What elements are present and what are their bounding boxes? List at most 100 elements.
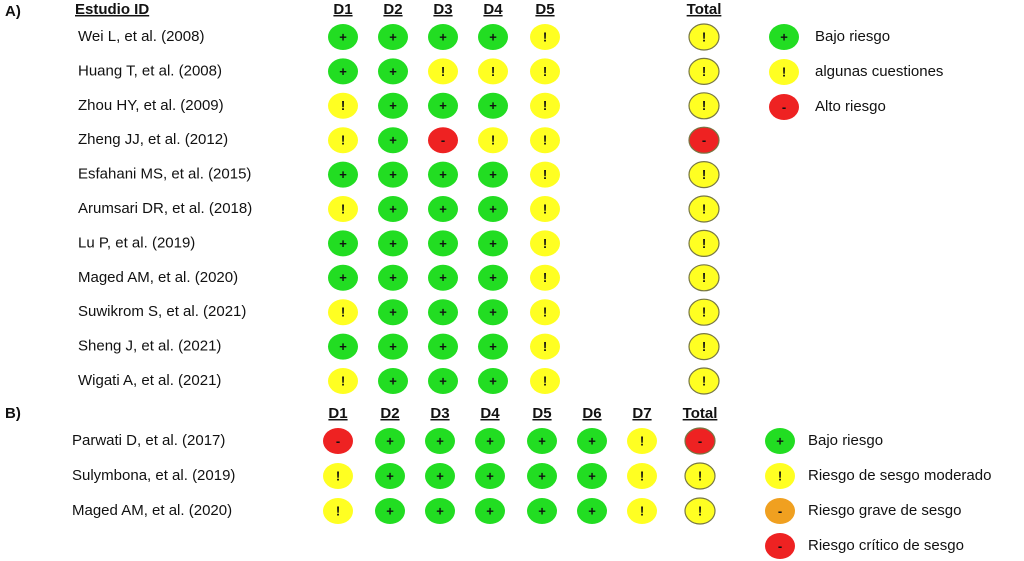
rating-symbol: + xyxy=(339,339,347,354)
rating-symbol: ! xyxy=(341,373,345,388)
rating xyxy=(428,264,458,291)
legend-marker-symbol: + xyxy=(780,29,788,44)
rating-symbol: + xyxy=(439,236,447,251)
rating xyxy=(378,58,408,85)
legend-label: Alto riesgo xyxy=(815,98,886,115)
rating-symbol: + xyxy=(389,270,397,285)
rating-symbol: + xyxy=(386,503,394,518)
rating xyxy=(328,368,358,394)
rating xyxy=(375,498,405,524)
rating xyxy=(425,428,455,454)
rating xyxy=(478,230,508,257)
rating-symbol: - xyxy=(441,133,445,148)
rating xyxy=(478,24,508,50)
rating xyxy=(475,498,505,524)
rating-symbol: ! xyxy=(336,468,340,483)
rating-symbol: + xyxy=(588,468,596,483)
rating-symbol: ! xyxy=(543,64,547,79)
rating xyxy=(478,161,508,188)
rating xyxy=(527,428,557,454)
rating xyxy=(323,498,353,524)
rating xyxy=(375,428,405,454)
domain-header: D3 xyxy=(430,405,449,422)
domain-header: D3 xyxy=(433,1,452,18)
rating xyxy=(425,463,455,489)
rating-symbol: + xyxy=(439,201,447,216)
rating xyxy=(328,196,358,222)
domain-header: D2 xyxy=(383,1,402,18)
rating xyxy=(378,230,408,257)
rating xyxy=(378,127,408,154)
rating-symbol: ! xyxy=(341,201,345,216)
study-name: Maged AM, et al. (2020) xyxy=(72,502,232,519)
rating xyxy=(478,333,508,360)
rating-symbol: + xyxy=(489,339,497,354)
rating-symbol: + xyxy=(339,270,347,285)
rating-symbol: ! xyxy=(543,201,547,216)
panel-label: A) xyxy=(5,3,21,20)
rating-symbol: + xyxy=(489,201,497,216)
rating-symbol: + xyxy=(389,133,397,148)
rating xyxy=(428,368,458,394)
study-header: Estudio ID xyxy=(75,1,149,18)
rating xyxy=(328,161,358,188)
rating xyxy=(530,196,560,222)
total-rating-symbol: ! xyxy=(702,305,706,320)
legend-marker-symbol: ! xyxy=(782,64,786,79)
total-rating-symbol: ! xyxy=(702,64,706,79)
rating-symbol: ! xyxy=(543,339,547,354)
rating xyxy=(323,463,353,489)
total-rating-symbol: ! xyxy=(702,201,706,216)
domain-header: D6 xyxy=(582,405,601,422)
legend-marker xyxy=(769,24,799,50)
domain-header: D1 xyxy=(333,1,352,18)
rating-symbol: ! xyxy=(543,98,547,113)
total-header: Total xyxy=(687,1,722,18)
rating xyxy=(378,368,408,394)
rating xyxy=(530,230,560,257)
rating-symbol: ! xyxy=(336,503,340,518)
rating-symbol: + xyxy=(489,373,497,388)
rating-symbol: + xyxy=(439,373,447,388)
rating xyxy=(530,58,560,85)
rating-symbol: + xyxy=(389,29,397,44)
total-rating xyxy=(688,333,720,361)
rating xyxy=(627,428,657,454)
rating-symbol: + xyxy=(538,468,546,483)
rating-symbol: + xyxy=(389,64,397,79)
total-rating xyxy=(688,57,720,86)
rating xyxy=(375,463,405,489)
total-rating-symbol: ! xyxy=(698,503,702,518)
rating xyxy=(577,498,607,524)
rating xyxy=(425,498,455,524)
rating-symbol: ! xyxy=(543,133,547,148)
legend-label: Riesgo grave de sesgo xyxy=(808,502,961,519)
total-rating xyxy=(684,462,716,490)
rating-symbol: + xyxy=(339,64,347,79)
rating-symbol: ! xyxy=(543,373,547,388)
legend-marker xyxy=(765,463,795,489)
total-rating xyxy=(688,229,720,257)
rating xyxy=(428,58,458,85)
rating xyxy=(530,161,560,188)
rating-symbol: + xyxy=(389,201,397,216)
legend-marker xyxy=(769,59,799,85)
total-rating xyxy=(684,427,716,455)
panel-label: B) xyxy=(5,405,21,422)
rating xyxy=(328,333,358,360)
rating xyxy=(328,299,358,326)
rating-symbol: + xyxy=(588,433,596,448)
legend-marker xyxy=(765,533,795,559)
study-name: Sulymbona, et al. (2019) xyxy=(72,467,235,484)
total-rating-symbol: ! xyxy=(698,468,702,483)
rating xyxy=(478,58,508,85)
rating-symbol: + xyxy=(389,167,397,182)
rating xyxy=(475,428,505,454)
total-rating-symbol: ! xyxy=(702,236,706,251)
domain-header: D4 xyxy=(480,405,500,422)
rating-symbol: + xyxy=(538,433,546,448)
rating xyxy=(530,299,560,326)
rating xyxy=(428,196,458,222)
rating xyxy=(627,498,657,524)
rating xyxy=(478,92,508,119)
